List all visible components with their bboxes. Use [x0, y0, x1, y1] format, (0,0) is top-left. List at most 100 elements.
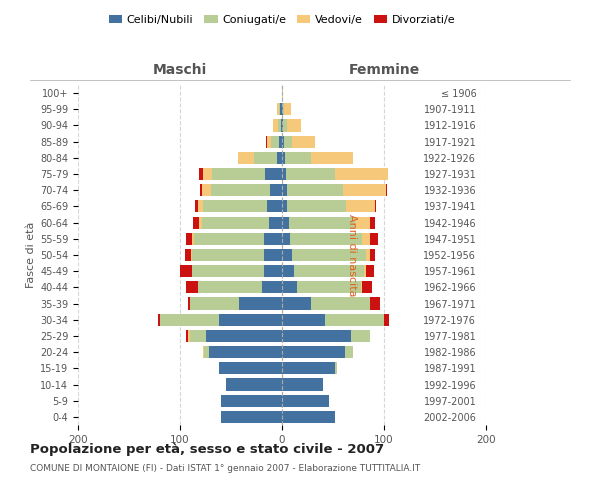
Bar	[194, 232, 263, 245]
Bar	[282, 298, 311, 310]
Bar	[286, 168, 335, 180]
Bar	[335, 362, 337, 374]
Bar	[282, 282, 298, 294]
Bar	[361, 282, 362, 294]
Bar	[282, 103, 283, 116]
Bar	[282, 87, 283, 99]
Bar	[362, 232, 370, 245]
Bar	[280, 103, 282, 116]
Bar	[269, 216, 282, 228]
Bar	[287, 184, 343, 196]
Y-axis label: Anni di nascita: Anni di nascita	[347, 214, 357, 296]
Bar	[285, 152, 311, 164]
Bar	[188, 330, 190, 342]
Bar	[365, 265, 374, 278]
Bar	[199, 282, 262, 294]
Bar	[289, 216, 355, 228]
Bar	[203, 168, 212, 180]
Bar	[282, 216, 289, 228]
Bar	[287, 120, 301, 132]
Bar	[196, 200, 199, 212]
Bar	[186, 330, 188, 342]
Bar	[199, 216, 202, 228]
Bar	[185, 249, 191, 261]
Bar	[239, 298, 282, 310]
Bar	[190, 330, 205, 342]
Bar	[282, 330, 352, 342]
Bar	[202, 184, 211, 196]
Bar	[180, 265, 192, 278]
Bar	[200, 184, 202, 196]
Bar	[263, 265, 282, 278]
Bar	[370, 232, 378, 245]
Bar	[212, 168, 265, 180]
Bar	[386, 184, 387, 196]
Bar	[281, 120, 282, 132]
Bar	[355, 216, 370, 228]
Bar	[290, 232, 362, 245]
Bar	[191, 249, 192, 261]
Bar	[158, 314, 160, 326]
Bar	[192, 232, 194, 245]
Bar	[311, 152, 353, 164]
Bar	[270, 184, 282, 196]
Bar	[277, 152, 282, 164]
Bar	[263, 232, 282, 245]
Bar	[193, 216, 199, 228]
Text: COMUNE DI MONTAIONE (FI) - Dati ISTAT 1° gennaio 2007 - Elaborazione TUTTITALIA.: COMUNE DI MONTAIONE (FI) - Dati ISTAT 1°…	[30, 464, 420, 473]
Bar	[282, 232, 290, 245]
Text: Popolazione per età, sesso e stato civile - 2007: Popolazione per età, sesso e stato civil…	[30, 442, 384, 456]
Bar	[282, 314, 325, 326]
Bar	[211, 184, 270, 196]
Bar	[282, 120, 283, 132]
Bar	[282, 265, 294, 278]
Bar	[282, 394, 329, 407]
Bar	[265, 168, 282, 180]
Y-axis label: Fasce di età: Fasce di età	[26, 222, 36, 288]
Bar	[271, 136, 279, 147]
Bar	[186, 282, 199, 294]
Bar	[188, 298, 190, 310]
Bar	[279, 103, 280, 116]
Bar	[282, 152, 285, 164]
Bar	[284, 103, 291, 116]
Bar	[283, 103, 284, 116]
Bar	[298, 282, 361, 294]
Bar	[292, 249, 365, 261]
Bar	[282, 411, 335, 423]
Bar	[282, 200, 287, 212]
Bar	[273, 120, 278, 132]
Bar	[186, 232, 192, 245]
Bar	[199, 168, 203, 180]
Bar	[190, 298, 239, 310]
Bar	[282, 378, 323, 390]
Bar	[219, 314, 282, 326]
Bar	[325, 314, 384, 326]
Bar	[203, 346, 205, 358]
Bar	[279, 136, 282, 147]
Bar	[209, 346, 282, 358]
Bar	[370, 298, 380, 310]
Bar	[287, 200, 346, 212]
Bar	[203, 200, 266, 212]
Bar	[219, 362, 282, 374]
Text: Maschi: Maschi	[153, 64, 207, 78]
Bar	[335, 168, 388, 180]
Bar	[282, 346, 345, 358]
Bar	[266, 200, 282, 212]
Bar	[375, 200, 376, 212]
Legend: Celibi/Nubili, Coniugati/e, Vedovi/e, Divorziati/e: Celibi/Nubili, Coniugati/e, Vedovi/e, Di…	[104, 10, 460, 29]
Bar	[282, 249, 292, 261]
Bar	[345, 346, 353, 358]
Bar	[277, 103, 279, 116]
Bar	[202, 216, 269, 228]
Bar	[205, 330, 282, 342]
Bar	[254, 152, 277, 164]
Bar	[221, 394, 282, 407]
Bar	[205, 346, 209, 358]
Bar	[362, 282, 372, 294]
Bar	[384, 314, 389, 326]
Bar	[263, 249, 282, 261]
Bar	[284, 136, 292, 147]
Bar	[282, 136, 284, 147]
